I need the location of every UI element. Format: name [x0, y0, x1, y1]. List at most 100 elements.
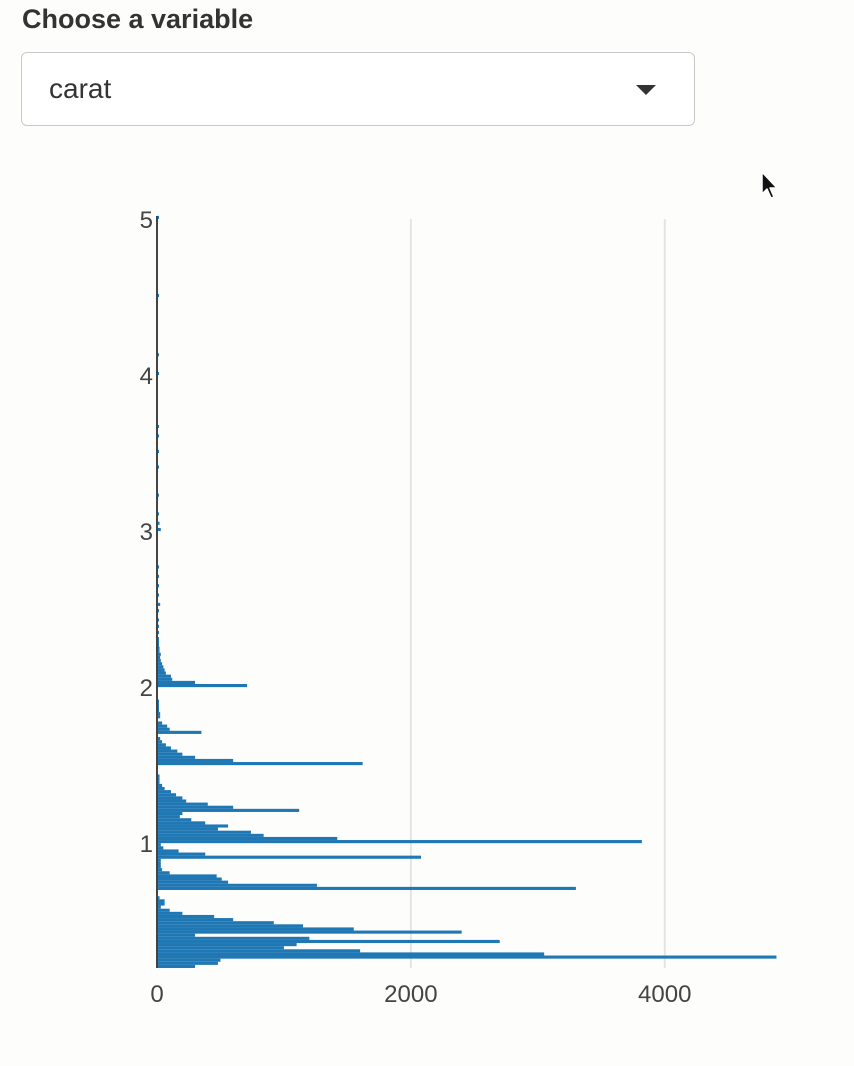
- histogram-bar: [157, 868, 163, 872]
- histogram-bar: [157, 802, 208, 806]
- histogram-bar: [157, 796, 183, 800]
- histogram-bar: [157, 786, 165, 791]
- histogram-bar: [157, 921, 274, 925]
- histogram-bar: [157, 852, 206, 856]
- histogram-bar: [157, 896, 160, 900]
- histogram-bar: [157, 843, 161, 847]
- x-tick-label: 0: [150, 981, 163, 1008]
- y-tick-label: 5: [140, 207, 153, 234]
- histogram-bar: [157, 833, 264, 837]
- histogram-bar: [157, 902, 165, 906]
- histogram-bar: [157, 602, 161, 606]
- histogram-bar: [157, 762, 363, 766]
- histogram-bar: [157, 936, 310, 940]
- histogram-bar: [157, 939, 500, 944]
- histogram-bar: [157, 855, 422, 859]
- histogram-bar: [157, 949, 361, 953]
- histogram-bar: [157, 755, 196, 759]
- histogram-bar: [157, 774, 160, 778]
- histogram-bar: [157, 684, 248, 688]
- histogram-bar: [157, 911, 183, 915]
- histogram-bar: [157, 861, 161, 866]
- histogram-bar: [157, 793, 177, 797]
- histogram-bar: [157, 849, 179, 853]
- histogram-bar: [157, 752, 183, 756]
- histogram-bar: [157, 930, 462, 934]
- histogram-bar: [157, 527, 161, 532]
- histogram-bar: [157, 908, 170, 912]
- histogram-bar: [157, 746, 171, 750]
- histogram-bar: [157, 818, 192, 822]
- histogram-bar: [157, 955, 777, 959]
- histogram-bar: [157, 668, 165, 672]
- histogram-bar: [157, 964, 196, 968]
- histogram-bar: [157, 871, 170, 875]
- histogram-bar: [157, 783, 163, 787]
- y-tick-label: 2: [140, 675, 153, 702]
- y-tick-label: 4: [140, 363, 153, 390]
- histogram-bar: [157, 815, 180, 819]
- histogram-bar: [157, 799, 187, 803]
- histogram-bar: [157, 914, 215, 919]
- histogram-bar: [157, 727, 170, 731]
- histogram-bar: [157, 808, 300, 812]
- histogram-bar: [157, 880, 229, 884]
- histogram-bar: [157, 715, 161, 719]
- histogram-bar: [157, 830, 251, 834]
- histogram-bar: [157, 652, 161, 656]
- histogram-bar: [157, 877, 222, 881]
- histogram-bar: [157, 662, 163, 666]
- histogram-bar: [157, 680, 196, 685]
- histogram-bar: [157, 958, 221, 962]
- histogram-bar: [157, 780, 160, 784]
- histogram-bar: [157, 918, 234, 922]
- histogram-bar: [157, 649, 160, 653]
- histogram-bar: [157, 805, 234, 809]
- mouse-pointer-icon: [761, 171, 778, 199]
- histogram-bar: [157, 858, 161, 862]
- histogram-bar: [157, 924, 303, 928]
- y-tick-label: 3: [140, 519, 153, 546]
- histogram-bar: [157, 646, 160, 650]
- histogram-bar: [157, 899, 165, 903]
- histogram-bar: [157, 865, 161, 869]
- histogram-bar: [157, 743, 166, 747]
- histogram-bar: [157, 946, 284, 950]
- histogram-bar: [157, 671, 166, 675]
- histogram-bar: [157, 659, 161, 663]
- histogram-bar: [157, 665, 164, 669]
- histogram-bar: [157, 943, 297, 947]
- histogram-bar: [157, 905, 161, 909]
- y-tick-label: 1: [140, 831, 153, 858]
- histogram-bar: [157, 821, 206, 825]
- histogram-bar: [157, 811, 183, 816]
- variable-select-value: carat: [49, 73, 112, 104]
- histogram-bar: [157, 927, 354, 931]
- histogram-bar: [157, 790, 171, 794]
- histogram-bar: [157, 655, 161, 660]
- histogram-bar: [157, 758, 234, 763]
- histogram-bar: [157, 952, 545, 956]
- histogram-bar: [157, 749, 178, 753]
- x-tick-label: 4000: [638, 981, 691, 1008]
- variable-select[interactable]: carat: [21, 52, 695, 126]
- histogram-bar: [157, 883, 317, 887]
- histogram-bar: [157, 874, 217, 878]
- x-tick-label: 2000: [384, 981, 437, 1008]
- histogram-bar: [157, 836, 338, 841]
- histogram-bar: [157, 824, 229, 828]
- histogram-bar: [157, 846, 164, 850]
- histogram-bar: [157, 712, 161, 716]
- histogram-bar: [157, 840, 642, 844]
- histogram-bar: [157, 730, 202, 734]
- histogram-bar: [157, 677, 173, 681]
- histogram-bar: [157, 521, 160, 525]
- chevron-down-icon[interactable]: [636, 85, 656, 95]
- histogram-bar: [157, 827, 218, 831]
- histogram-bar: [157, 961, 218, 965]
- histogram-bar: [157, 886, 576, 890]
- histogram-bar: [157, 674, 171, 678]
- histogram-bar: [157, 721, 163, 725]
- histogram-bar: [157, 737, 161, 741]
